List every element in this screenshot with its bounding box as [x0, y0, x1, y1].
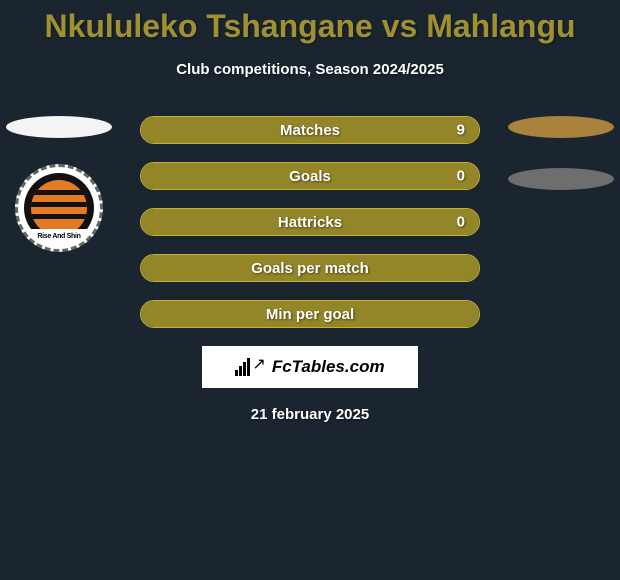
left-player-flag-oval	[6, 116, 112, 138]
right-player-column	[506, 116, 616, 190]
stat-bar-label: Goals per match	[251, 260, 369, 277]
left-player-column: Rise And Shin	[4, 116, 114, 252]
stat-bar: Min per goal	[140, 300, 480, 328]
branding-badge: ↗ FcTables.com	[202, 346, 418, 388]
stat-bar-value: 9	[457, 122, 465, 139]
page-title: Nkululeko Tshangane vs Mahlangu	[0, 0, 620, 45]
infographic-container: Nkululeko Tshangane vs Mahlangu Club com…	[0, 0, 620, 580]
stat-bar-label: Matches	[280, 122, 340, 139]
footer-date: 21 february 2025	[0, 406, 620, 423]
badge-accent	[31, 180, 87, 236]
branding-arrow-icon: ↗	[252, 354, 265, 374]
left-club-badge: Rise And Shin	[15, 164, 103, 252]
branding-text: FcTables.com	[272, 357, 385, 377]
stat-bar: Hattricks 0	[140, 208, 480, 236]
stat-bar-label: Min per goal	[266, 306, 354, 323]
right-player-flag-oval-top	[508, 116, 614, 138]
stats-area: Rise And Shin Matches9Goals0Hattricks0Go…	[0, 116, 620, 328]
stat-bar-value: 0	[457, 214, 465, 231]
branding-chart-icon	[235, 358, 250, 376]
right-player-flag-oval-bottom	[508, 168, 614, 190]
badge-ribbon-text: Rise And Shin	[24, 229, 94, 243]
stat-bar-value: 0	[457, 168, 465, 185]
stat-bar: Goals 0	[140, 162, 480, 190]
stat-bar: Matches 9	[140, 116, 480, 144]
stat-bars-group: Matches 9 Goals 0 Hattricks 0 Goals per match M…	[140, 116, 480, 328]
stat-bar-label: Goals	[289, 168, 331, 185]
page-subtitle: Club competitions, Season 2024/2025	[0, 61, 620, 78]
stat-bar-label: Hattricks	[278, 214, 342, 231]
stat-bar: Goals per match	[140, 254, 480, 282]
